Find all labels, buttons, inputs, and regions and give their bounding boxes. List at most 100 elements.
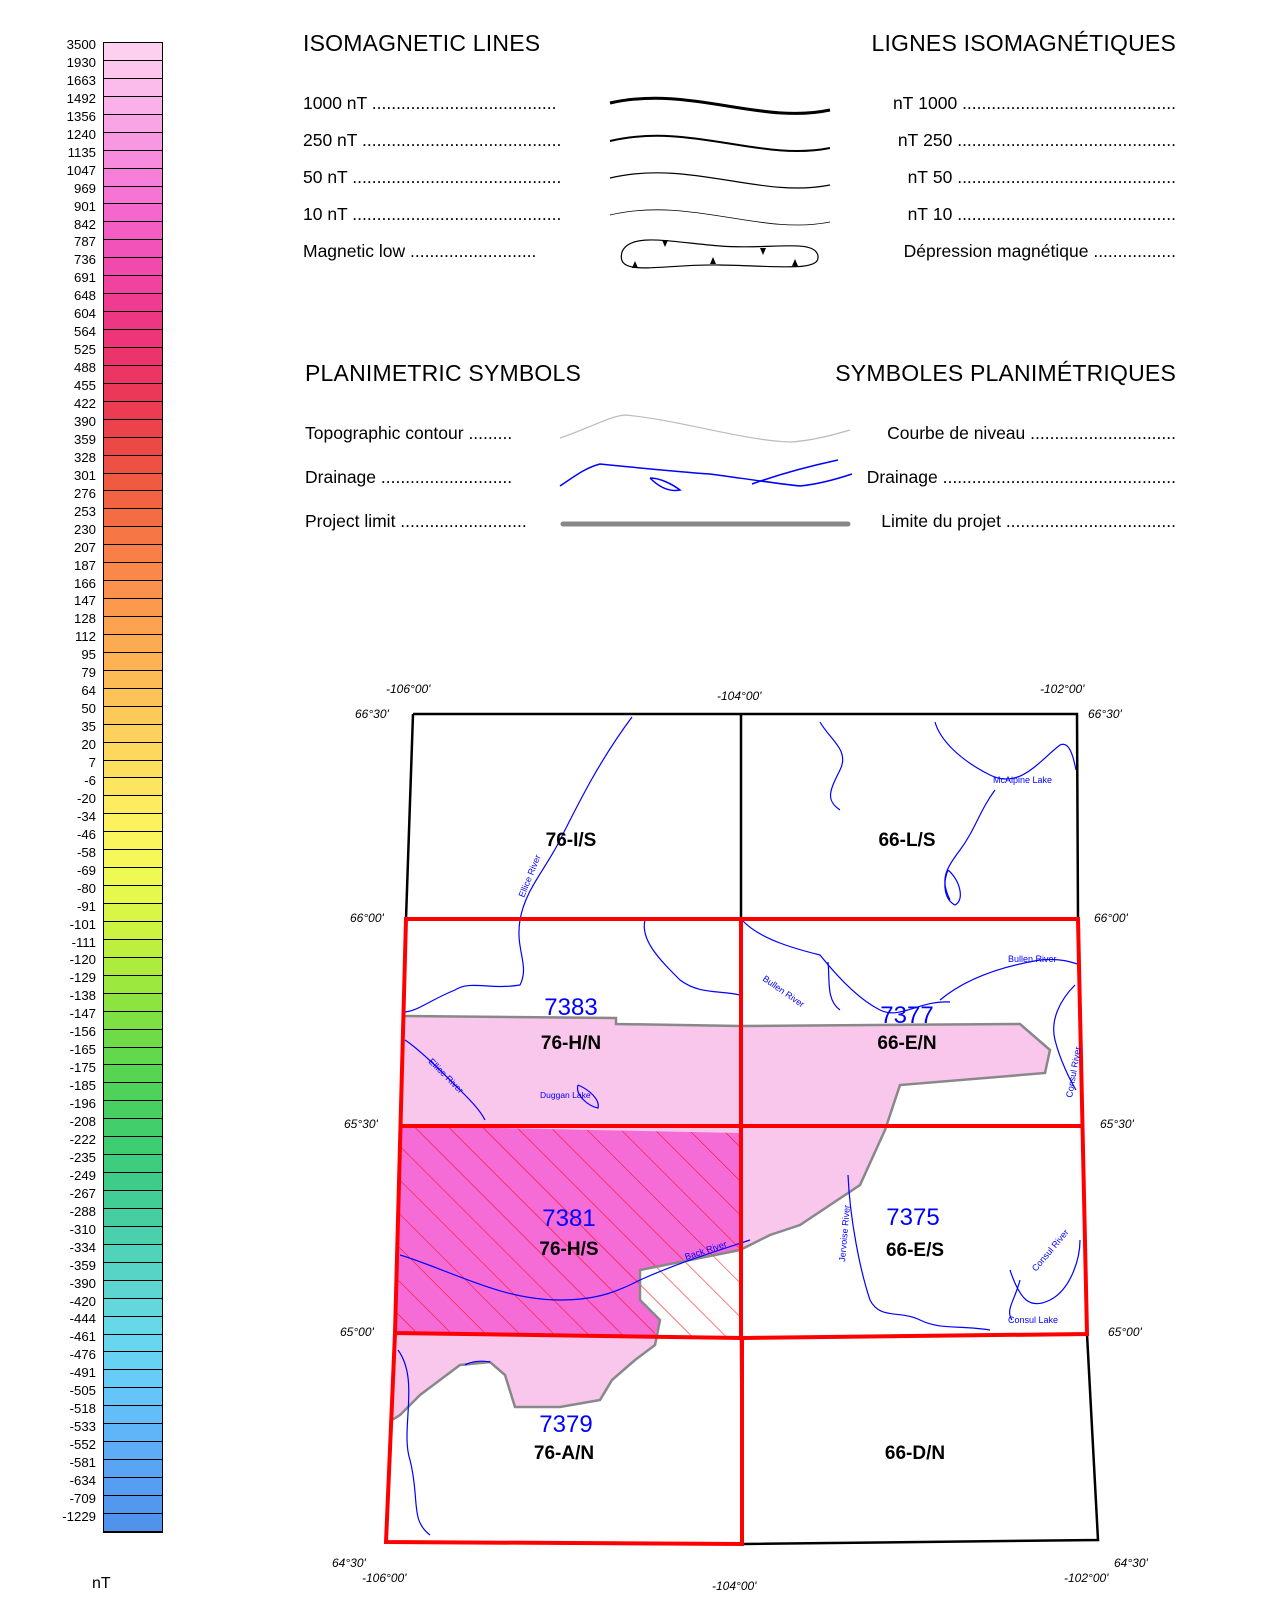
color-scale-swatch	[104, 294, 162, 313]
label-consul-river-south: Consul River	[1030, 1227, 1071, 1273]
color-scale-swatch	[104, 993, 162, 1012]
color-scale-swatch	[104, 1495, 162, 1514]
color-scale-label: 64	[81, 683, 96, 699]
color-scale-label: 359	[73, 431, 96, 447]
legend-symbols	[559, 96, 853, 527]
color-scale-swatch	[104, 1226, 162, 1245]
color-scale-label: 1663	[66, 72, 96, 88]
sheet-7377-number: 7377	[880, 1002, 933, 1029]
sheet-76-A-N-nts: 76-A/N	[534, 1443, 594, 1464]
color-scale-label: -208	[69, 1114, 96, 1129]
color-scale-swatch	[104, 114, 162, 133]
color-scale-swatch	[104, 491, 162, 510]
color-scale-label: -34	[76, 808, 96, 824]
color-scale-label: -80	[76, 880, 96, 896]
sheet-66-L-S-nts: 66-L/S	[878, 830, 935, 851]
color-scale-label: 1930	[66, 54, 96, 70]
color-scale-label: -235	[69, 1149, 96, 1165]
color-scale-label: -165	[69, 1042, 96, 1058]
sheet-7381-hatch	[396, 1126, 740, 1338]
color-scale-swatch	[104, 1316, 162, 1335]
color-scale-label: 787	[73, 234, 96, 250]
color-scale-swatch	[104, 186, 162, 205]
sheet-7381-number: 7381	[542, 1205, 595, 1232]
color-scale-label: -69	[76, 862, 96, 878]
color-scale-label: 1240	[66, 126, 96, 142]
label-jervoise-river: Jervoise River	[837, 1205, 852, 1263]
lat-left-3: 65°30'	[344, 1117, 378, 1131]
color-scale-swatch	[104, 509, 162, 528]
sheet-66-E-N-nts: 66-E/N	[877, 1033, 936, 1054]
color-scale-label: 564	[73, 324, 96, 340]
color-scale-swatch	[104, 240, 162, 259]
color-scale-swatch	[104, 1173, 162, 1191]
color-scale-label: -147	[69, 1006, 96, 1022]
color-scale-swatch	[104, 599, 162, 617]
color-scale-label: 969	[73, 180, 96, 196]
color-scale-swatch	[104, 1334, 162, 1353]
color-scale-label: -222	[69, 1131, 96, 1147]
color-scale-swatch	[104, 1244, 162, 1263]
color-scale-label: -58	[76, 844, 96, 860]
lat-right-2: 66°00'	[1094, 911, 1128, 925]
color-scale-swatch	[104, 850, 162, 869]
sheet-66-E-S-nts: 66-E/S	[886, 1240, 944, 1261]
color-scale-swatch	[104, 1083, 162, 1102]
color-scale-swatch	[104, 1280, 162, 1299]
color-scale-label: 35	[81, 719, 96, 735]
color-scale-swatch	[104, 581, 162, 600]
color-scale-swatch	[104, 957, 162, 976]
color-scale-label: 253	[73, 503, 96, 519]
color-scale-swatch	[104, 96, 162, 115]
label-bullen-river-west: Bullen River	[761, 973, 806, 1009]
color-scale-label: 276	[73, 485, 96, 501]
lat-left-4: 65°00'	[340, 1325, 374, 1339]
lat-left-1: 66°30'	[355, 707, 389, 721]
color-scale-swatch	[104, 939, 162, 958]
label-mcalpine-lake: McAlpine Lake	[993, 775, 1052, 785]
color-scale-swatch	[104, 1029, 162, 1048]
color-scale-label: 79	[81, 665, 96, 681]
color-scale-swatch	[104, 1011, 162, 1030]
color-scale-swatch	[104, 563, 162, 582]
color-scale-label: 95	[81, 647, 96, 663]
sheet-66-D-N-nts: 66-D/N	[885, 1443, 945, 1464]
iso-250-en: 250 nT .................................…	[303, 130, 562, 150]
color-scale-swatch	[104, 1388, 162, 1407]
sheet-7375-number: 7375	[886, 1204, 939, 1231]
color-scale-label: 166	[73, 575, 96, 591]
lon-bottom-2: -104°00'	[712, 1579, 757, 1593]
label-consul-lake: Consul Lake	[1008, 1315, 1058, 1325]
iso-10-en: 10 nT ..................................…	[303, 204, 562, 224]
color-scale-label: 230	[73, 521, 96, 537]
topographic-contour-symbol	[559, 414, 851, 443]
iso-1000-fr: ........................................…	[892, 93, 1176, 113]
color-scale-label: -101	[69, 916, 96, 932]
color-scale-swatch	[104, 455, 162, 474]
color-scale-swatch	[104, 312, 162, 330]
iso-1000-en: 1000 nT ................................…	[303, 93, 557, 113]
color-scale-swatch	[104, 401, 162, 420]
color-scale-swatch	[104, 868, 162, 887]
sheet-frame-red	[383, 917, 1090, 1547]
color-scale-swatch	[104, 1478, 162, 1496]
color-scale-label: -91	[76, 898, 96, 914]
color-scale-swatch	[104, 1424, 162, 1443]
color-scale-label: 147	[73, 593, 96, 609]
color-scale-swatch	[104, 688, 162, 707]
color-scale-swatch	[104, 1370, 162, 1389]
lat-left-5: 64°30'	[332, 1556, 366, 1570]
color-scale-swatch	[104, 760, 162, 779]
color-scale-swatch	[104, 1442, 162, 1461]
iso-50-fr: ........................................…	[907, 167, 1176, 187]
color-scale-swatch	[104, 886, 162, 904]
color-scale-label: 301	[73, 467, 96, 483]
color-scale-swatch	[104, 921, 162, 940]
color-scale-label: -288	[69, 1203, 96, 1219]
color-scale-swatch	[104, 347, 162, 366]
color-scale-label: 3500	[66, 37, 96, 52]
color-scale-unit: nT	[92, 1575, 111, 1592]
line-50-symbol	[609, 172, 831, 189]
magnetic-low-fr: ................. Dépression magnétique	[903, 241, 1176, 261]
color-scale-swatch	[104, 1155, 162, 1174]
